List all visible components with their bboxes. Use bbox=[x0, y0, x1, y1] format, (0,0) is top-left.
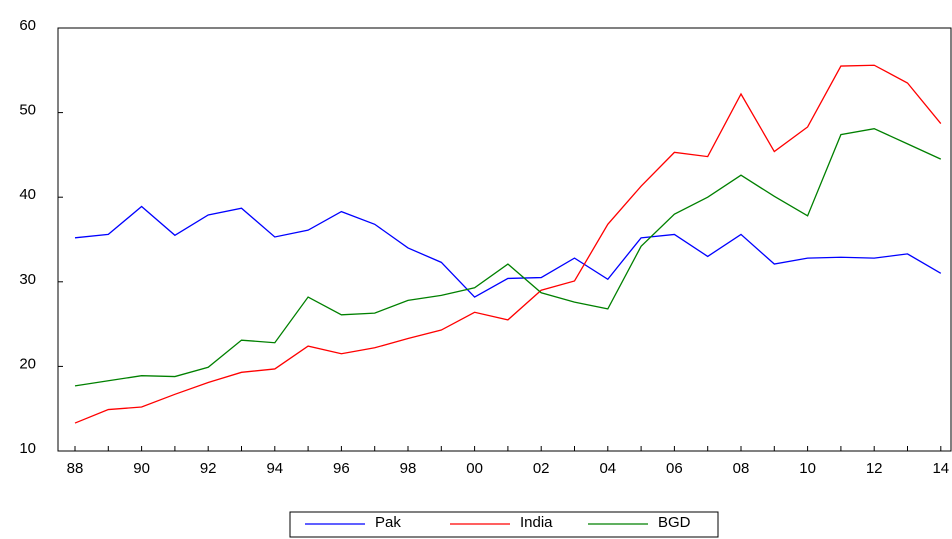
y-tick-label: 30 bbox=[19, 271, 36, 288]
legend-label: India bbox=[520, 514, 553, 531]
x-tick-label: 02 bbox=[533, 460, 550, 477]
x-tick-label: 10 bbox=[799, 460, 816, 477]
y-tick-label: 60 bbox=[19, 17, 36, 34]
x-tick-label: 04 bbox=[599, 460, 616, 477]
x-tick-label: 12 bbox=[866, 460, 883, 477]
x-tick-label: 88 bbox=[67, 460, 84, 477]
y-tick-label: 50 bbox=[19, 102, 36, 119]
x-tick-label: 14 bbox=[932, 460, 949, 477]
y-tick-label: 20 bbox=[19, 355, 36, 372]
legend-label: Pak bbox=[375, 514, 401, 531]
x-tick-label: 00 bbox=[466, 460, 483, 477]
y-tick-label: 40 bbox=[19, 186, 36, 203]
x-tick-label: 96 bbox=[333, 460, 350, 477]
x-tick-label: 98 bbox=[400, 460, 417, 477]
x-tick-label: 90 bbox=[133, 460, 150, 477]
plot-frame bbox=[57, 27, 952, 452]
x-tick-label: 92 bbox=[200, 460, 217, 477]
y-tick-label: 10 bbox=[19, 440, 36, 457]
series-line bbox=[74, 127, 942, 387]
series-line bbox=[74, 64, 942, 424]
x-tick-label: 08 bbox=[733, 460, 750, 477]
legend-label: BGD bbox=[658, 514, 691, 531]
x-tick-label: 94 bbox=[266, 460, 283, 477]
x-tick-label: 06 bbox=[666, 460, 683, 477]
series-line bbox=[74, 205, 942, 298]
